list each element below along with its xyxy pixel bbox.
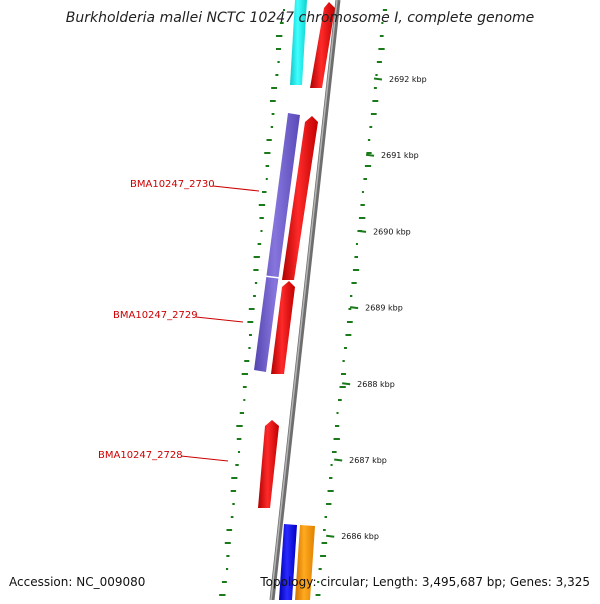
accession-text: Accession: NC_009080 [9, 575, 146, 589]
gene-boundary-mark [263, 275, 281, 279]
gene-BMA10247-2729 [271, 281, 295, 374]
gene-label-2728: BMA10247_2728 [98, 450, 183, 461]
gene-red-top [310, 2, 335, 88]
scale-tick-mark [334, 458, 343, 462]
scale-tick-label: 2689 kbp [365, 304, 403, 313]
genome-summary-text: Topology: circular; Length: 3,495,687 bp… [260, 575, 590, 589]
scale-ticks: 2692 kbp 2691 kbp 2690 kbp 2689 kbp 2688 kbp… [326, 75, 427, 541]
scale-tick-mark [365, 153, 375, 157]
gene-orange-bottom [295, 525, 315, 600]
scale-tick-label: 2687 kbp [349, 456, 387, 465]
gene-BMA10247-2728 [258, 420, 279, 508]
gene-cyan-top [290, 0, 307, 85]
gene-label-leader-2728 [180, 455, 229, 462]
scale-tick-label: 2691 kbp [381, 151, 419, 160]
genome-backbone [269, 0, 341, 601]
gene-label-leader-2729 [195, 316, 244, 323]
genome-backbone-highlight [270, 0, 338, 601]
gene-label-2729: BMA10247_2729 [113, 310, 198, 321]
gene-blue-bottom [279, 524, 297, 600]
scale-tick-mark [342, 382, 351, 386]
scale-tick-mark [349, 306, 359, 310]
gene-label-2730: BMA10247_2730 [130, 179, 215, 190]
gene-BMA10247-2730 [254, 113, 300, 372]
scale-tick-mark [373, 77, 383, 81]
scale-tick-mark [326, 534, 335, 538]
genome-title: Burkholderia mallei NCTC 10247 chromosom… [65, 10, 535, 26]
gene-red-forward [282, 116, 318, 280]
scale-tick-label: 2692 kbp [389, 75, 427, 84]
gc-content-dots [219, 9, 388, 596]
scale-tick-label: 2690 kbp [373, 227, 411, 236]
scale-tick-mark [357, 229, 367, 233]
scale-tick-label: 2686 kbp [341, 532, 379, 541]
gene-label-leader-2730 [212, 185, 260, 192]
scale-tick-label: 2688 kbp [357, 380, 395, 389]
